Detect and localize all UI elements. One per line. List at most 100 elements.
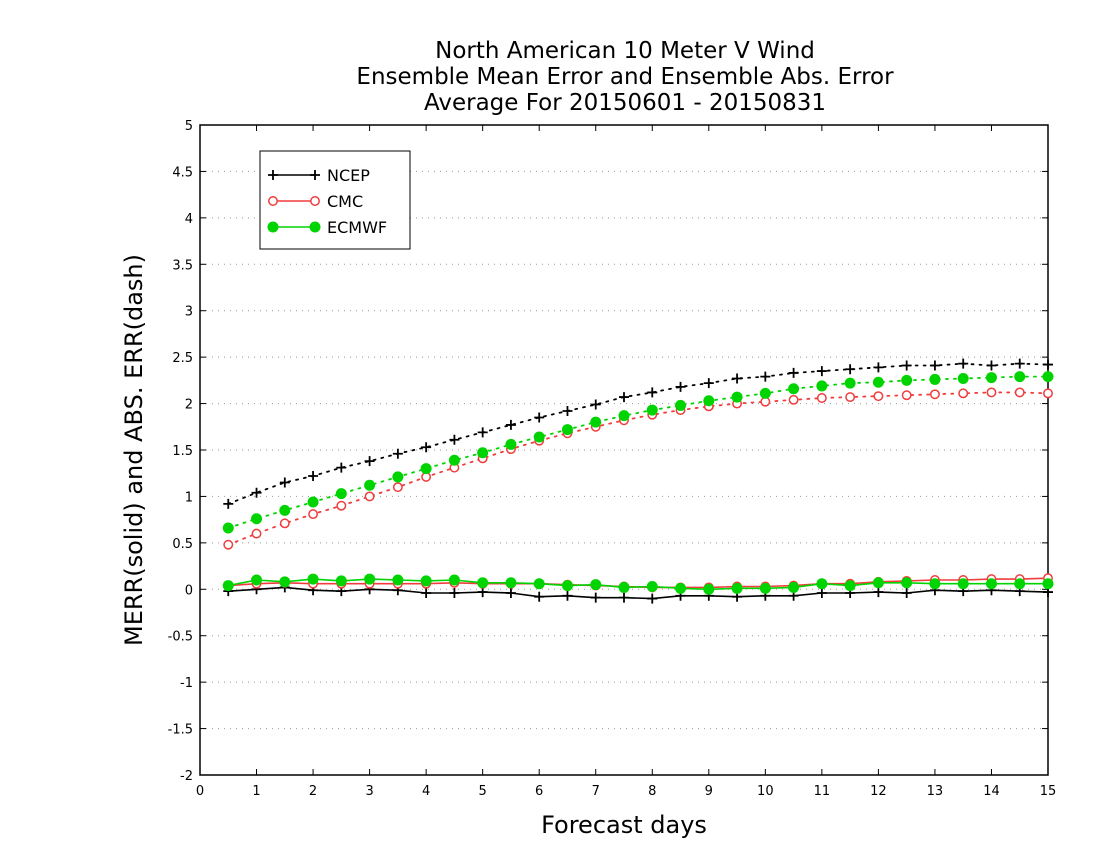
ncep-merr-point (816, 588, 827, 598)
ecmwf-abs-err-point (420, 463, 432, 475)
ncep-merr-point (534, 591, 545, 602)
ncep-abs-err-point (703, 378, 714, 389)
x-tick-label: 11 (814, 784, 831, 799)
ecmwf-merr-point (448, 574, 460, 586)
x-tick-label: 8 (648, 784, 656, 799)
ncep-abs-err-point (449, 434, 460, 445)
y-tick-label: -0.5 (168, 630, 193, 645)
ecmwf-abs-err-point (646, 404, 658, 416)
cmc-abs-err-point (901, 390, 912, 401)
ncep-merr-point (619, 592, 629, 603)
cmc-abs-err-point (336, 500, 347, 511)
ncep-abs-err-point (336, 462, 347, 473)
series-cmc (223, 387, 1053, 593)
ecmwf-abs-err-point (731, 391, 743, 403)
legend-marker-cmc (268, 196, 278, 206)
ecmwf-merr-point (222, 580, 234, 592)
ecmwf-merr-point (279, 576, 291, 588)
ecmwf-abs-err-point (279, 504, 291, 516)
ecmwf-abs-err-point (392, 471, 404, 483)
ecmwf-merr-point (590, 579, 602, 591)
ncep-abs-err-point (845, 364, 856, 375)
ncep-abs-err-point (647, 387, 658, 398)
ecmwf-abs-err-point (590, 416, 602, 428)
x-tick-label: 12 (870, 784, 887, 799)
ecmwf-merr-point (872, 577, 884, 589)
ecmwf-abs-err-point (364, 479, 376, 491)
ncep-abs-err-point (1043, 359, 1053, 370)
ncep-abs-err-line (227, 362, 1049, 505)
ecmwf-abs-err-point (929, 373, 941, 385)
y-tick-label: 4 (185, 212, 193, 227)
x-tick-label: 15 (1040, 784, 1057, 799)
legend-box (259, 150, 411, 250)
ecmwf-merr-point (703, 583, 715, 595)
y-tick-label: -2 (180, 769, 193, 784)
cmc-abs-err-point (816, 393, 827, 403)
ncep-abs-err-point (732, 373, 743, 384)
ecmwf-abs-err-point (477, 447, 489, 459)
series-ncep (223, 358, 1053, 604)
y-tick-label: 0 (185, 583, 193, 598)
ncep-abs-err-point (760, 371, 771, 382)
ncep-abs-err-point (901, 360, 912, 371)
ncep-abs-err-point (929, 360, 940, 371)
ncep-merr-point (647, 593, 658, 604)
legend-label-cmc: CMC (327, 192, 363, 211)
ecmwf-abs-err-point (703, 395, 715, 407)
ecmwf-merr-point (985, 578, 997, 590)
y-tick-label: -1.5 (168, 723, 193, 738)
title-line: Ensemble Mean Error and Ensemble Abs. Er… (356, 64, 894, 90)
ncep-abs-err-point (675, 381, 686, 392)
ecmwf-merr-point (505, 577, 517, 589)
cmc-abs-err-point (364, 491, 375, 502)
x-tick-label: 0 (196, 784, 204, 799)
ecmwf-abs-err-point (251, 513, 263, 525)
ecmwf-merr-point (420, 575, 432, 587)
ecmwf-merr-point (675, 582, 687, 594)
ecmwf-merr-point (816, 578, 828, 590)
ecmwf-merr-point (251, 574, 263, 586)
ncep-merr-point (449, 588, 460, 598)
y-tick-label: 4.5 (172, 165, 193, 180)
ecmwf-abs-err-point (872, 376, 884, 388)
ecmwf-abs-err-point (533, 431, 545, 443)
cmc-abs-err-point (845, 392, 856, 403)
ecmwf-merr-point (788, 581, 800, 593)
ecmwf-merr-point (364, 573, 376, 585)
ncep-merr-point (901, 588, 912, 598)
ecmwf-abs-err-point (505, 438, 517, 450)
cmc-abs-err-point (1014, 387, 1025, 398)
legend-marker-ecmwf (309, 221, 321, 233)
cmc-abs-err-point (1043, 388, 1053, 399)
ecmwf-abs-err-point (335, 488, 347, 500)
ecmwf-abs-err-point (901, 374, 913, 386)
cmc-abs-err-point (223, 539, 234, 550)
ncep-abs-err-point (873, 362, 884, 373)
ncep-abs-err-point (308, 471, 319, 481)
ecmwf-merr-point (307, 573, 319, 585)
ncep-abs-err-point (505, 419, 516, 430)
ncep-merr-point (505, 588, 516, 598)
legend-marker-ncep (268, 170, 278, 180)
ecmwf-abs-err-point (957, 373, 969, 384)
ecmwf-abs-err-point (222, 522, 234, 534)
x-tick-label: 6 (535, 784, 543, 799)
ecmwf-merr-point (929, 578, 941, 590)
ncep-abs-err-point (392, 448, 403, 459)
ecmwf-merr-point (477, 577, 489, 589)
ecmwf-merr-point (618, 581, 630, 593)
ncep-abs-err-point (279, 477, 290, 488)
x-tick-label: 13 (927, 784, 944, 799)
x-tick-label: 3 (365, 784, 373, 799)
y-tick-label: 3 (185, 305, 193, 320)
cmc-abs-err-point (986, 387, 997, 398)
ncep-abs-err-point (986, 360, 997, 371)
ncep-abs-err-point (619, 392, 629, 403)
ecmwf-merr-point (646, 581, 658, 592)
cmc-abs-err-point (929, 389, 940, 400)
cmc-abs-err-point (392, 482, 403, 493)
ncep-merr-point (477, 587, 488, 598)
